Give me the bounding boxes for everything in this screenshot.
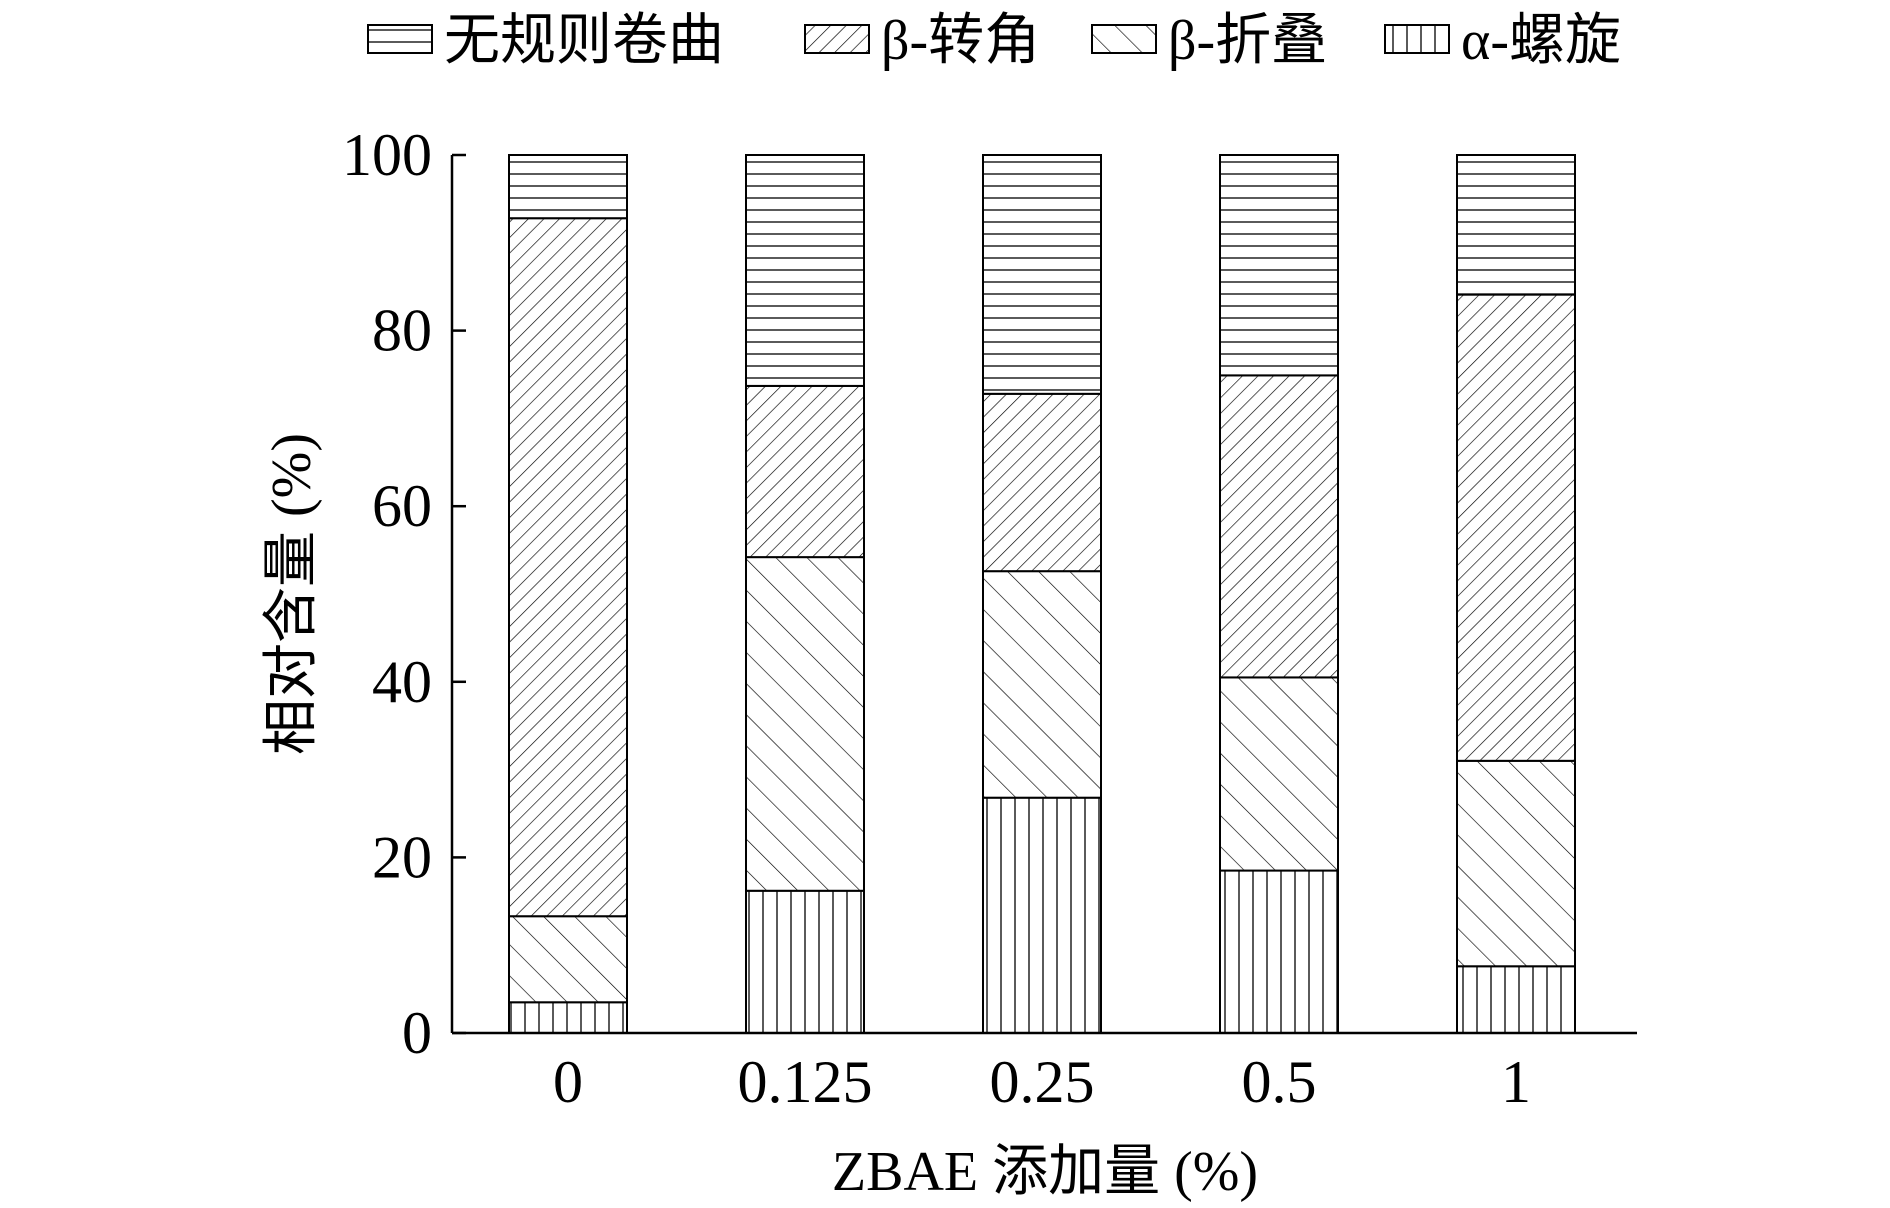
bar-beta-sheet-1 bbox=[1456, 759, 1576, 968]
y-tick-label: 40 bbox=[372, 649, 432, 715]
bar-alpha-helix-0-5 bbox=[1219, 869, 1339, 1034]
x-tick-label: 0.125 bbox=[738, 1049, 873, 1115]
bar-beta-turn-0-25 bbox=[982, 392, 1102, 573]
y-tick-label: 100 bbox=[342, 122, 432, 188]
x-ticks: 0 0.125 0.25 0.5 1 bbox=[553, 1049, 1531, 1115]
bar-random-coil-0 bbox=[508, 154, 628, 220]
x-tick-label: 1 bbox=[1501, 1049, 1531, 1115]
bar-alpha-helix-0-25 bbox=[982, 796, 1102, 1034]
y-axis-title: 相对含量 (%) bbox=[261, 433, 323, 755]
legend-swatch-beta-sheet bbox=[1091, 24, 1157, 54]
bar-random-coil-1 bbox=[1456, 154, 1576, 296]
legend-swatch-random-coil bbox=[367, 24, 433, 54]
legend-swatch-alpha-helix bbox=[1384, 24, 1450, 54]
axes bbox=[450, 155, 1637, 1035]
bars bbox=[508, 154, 1576, 1035]
bar-beta-turn-0-125 bbox=[745, 384, 865, 559]
bar-beta-sheet-0 bbox=[508, 915, 628, 1004]
y-tick-label: 60 bbox=[372, 473, 432, 539]
y-tick-label: 0 bbox=[402, 1000, 432, 1066]
bar-beta-sheet-0-5 bbox=[1219, 676, 1339, 872]
bar-random-coil-0-5 bbox=[1219, 154, 1339, 377]
y-tick-label: 20 bbox=[372, 824, 432, 890]
bar-alpha-helix-0 bbox=[508, 1001, 628, 1035]
legend: 无规则卷曲 β-转角 β-折叠 α-螺旋 bbox=[367, 10, 1621, 72]
bar-random-coil-0-25 bbox=[982, 154, 1102, 395]
bar-alpha-helix-1 bbox=[1456, 965, 1576, 1034]
legend-label-beta-turn: β-转角 bbox=[881, 10, 1040, 72]
bar-alpha-helix-0-125 bbox=[745, 889, 865, 1034]
x-axis-title: ZBAE 添加量 (%) bbox=[832, 1141, 1258, 1203]
legend-label-random-coil: 无规则卷曲 bbox=[444, 10, 724, 72]
x-tick-label: 0.5 bbox=[1242, 1049, 1317, 1115]
x-tick-label: 0.25 bbox=[990, 1049, 1095, 1115]
x-tick-label: 0 bbox=[553, 1049, 583, 1115]
bar-beta-turn-0-5 bbox=[1219, 374, 1339, 679]
y-tick-label: 80 bbox=[372, 298, 432, 364]
bar-beta-sheet-0-125 bbox=[745, 556, 865, 892]
bar-random-coil-0-125 bbox=[745, 154, 865, 387]
bar-beta-turn-1 bbox=[1456, 293, 1576, 762]
y-ticks: 0 20 40 60 80 100 bbox=[342, 122, 466, 1066]
legend-swatch-beta-turn bbox=[804, 24, 870, 54]
bar-beta-turn-0 bbox=[508, 217, 628, 918]
legend-label-beta-sheet: β-折叠 bbox=[1168, 10, 1327, 72]
bar-beta-sheet-0-25 bbox=[982, 570, 1102, 799]
legend-label-alpha-helix: α-螺旋 bbox=[1461, 10, 1621, 72]
